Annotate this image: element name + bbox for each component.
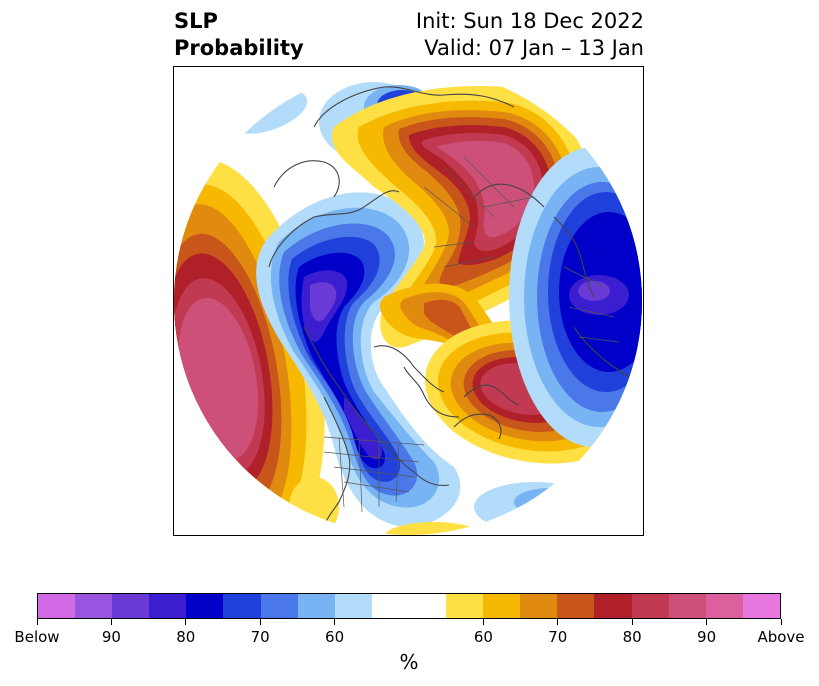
colorbar: [37, 593, 781, 619]
colorbar-segment: [186, 594, 224, 618]
colorbar-tick: [482, 619, 484, 625]
colorbar-segment: [371, 594, 409, 618]
colorbar-segment: [742, 594, 780, 618]
colorbar-tick-label: 80: [176, 628, 196, 646]
colorbar-tick-label: Below: [14, 628, 60, 646]
colorbar-segment: [446, 594, 484, 618]
colorbar-tick: [557, 619, 559, 625]
colorbar-segment: [112, 594, 150, 618]
colorbar-tick: [110, 619, 112, 625]
colorbar-segment: [408, 594, 447, 618]
colorbar-tick-label: Above: [757, 628, 805, 646]
colorbar-segment: [223, 594, 261, 618]
colorbar-segment: [705, 594, 743, 618]
colorbar-segment: [297, 594, 335, 618]
colorbar-tick: [780, 619, 782, 625]
colorbar-tick-label: 90: [101, 628, 121, 646]
colorbar-segment: [557, 594, 595, 618]
colorbar-segment: [520, 594, 558, 618]
colorbar-unit: %: [399, 650, 419, 674]
colorbar-tick-label: 90: [697, 628, 717, 646]
init-date: Init: Sun 18 Dec 2022: [415, 9, 644, 33]
colorbar-segment: [38, 594, 76, 618]
colorbar-tick: [706, 619, 708, 625]
map-panel: [173, 66, 644, 536]
colorbar-tick-label: 70: [250, 628, 270, 646]
colorbar-segment: [668, 594, 706, 618]
title-line-1: SLP: [174, 9, 218, 33]
probability-field: [174, 67, 642, 535]
colorbar-segment: [483, 594, 521, 618]
colorbar-tick: [334, 619, 336, 625]
colorbar-segment: [631, 594, 669, 618]
valid-range: Valid: 07 Jan – 13 Jan: [424, 36, 644, 60]
chart-title: SLP Probability: [174, 8, 304, 62]
colorbar-segment: [149, 594, 187, 618]
colorbar-tick: [36, 619, 38, 625]
colorbar-tick: [185, 619, 187, 625]
colorbar-tick: [259, 619, 261, 625]
polar-map: [174, 67, 642, 535]
title-line-2: Probability: [174, 36, 304, 60]
chart-dates: Init: Sun 18 Dec 2022 Valid: 07 Jan – 13…: [416, 8, 644, 62]
colorbar-segment: [334, 594, 372, 618]
colorbar-segment: [594, 594, 632, 618]
colorbar-segment: [260, 594, 298, 618]
colorbar-tick-label: 70: [548, 628, 568, 646]
colorbar-tick: [631, 619, 633, 625]
country-borders: [323, 156, 620, 513]
colorbar-segment: [75, 594, 113, 618]
colorbar-tick-label: 60: [325, 628, 345, 646]
colorbar-tick-label: 80: [622, 628, 642, 646]
colorbar-tick-label: 60: [473, 628, 493, 646]
